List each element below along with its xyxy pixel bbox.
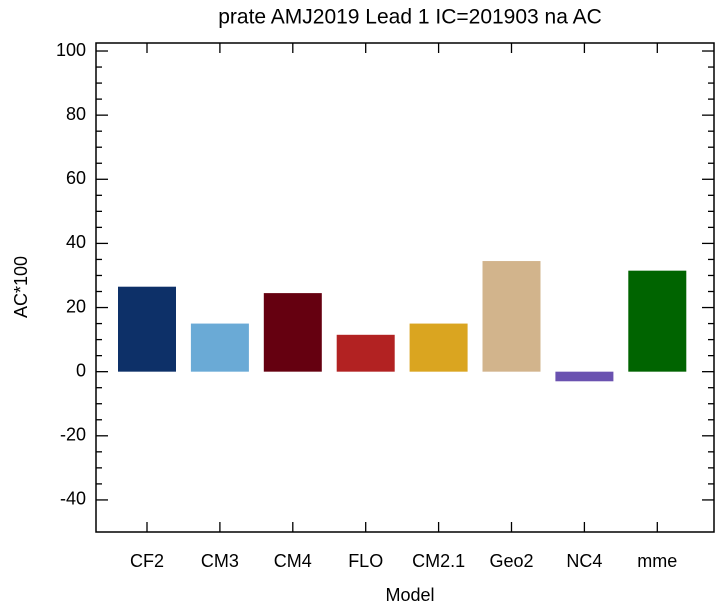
bar	[555, 371, 614, 382]
y-tick-label: 60	[66, 168, 86, 188]
x-tick-label: NC4	[566, 551, 602, 571]
x-tick-label: CM3	[201, 551, 239, 571]
y-tick-label: -20	[60, 425, 86, 445]
y-tick-label: 80	[66, 104, 86, 124]
x-tick-label: CM2.1	[412, 551, 465, 571]
bar	[409, 323, 468, 372]
bar	[118, 286, 176, 372]
x-axis-label: Model	[385, 585, 434, 605]
y-tick-label: 100	[56, 40, 86, 60]
plot-frame	[95, 42, 715, 533]
bar	[482, 261, 541, 372]
x-tick-label: mme	[637, 551, 677, 571]
x-tick-label: FLO	[348, 551, 383, 571]
x-tick-label: CM4	[274, 551, 312, 571]
chart-title: prate AMJ2019 Lead 1 IC=201903 na AC	[218, 6, 602, 29]
y-tick-label: 40	[66, 232, 86, 252]
y-tick-label: -40	[60, 489, 86, 509]
x-tick-label: CF2	[130, 551, 164, 571]
y-axis-label: AC*100	[11, 256, 31, 318]
bar	[628, 270, 687, 372]
bar	[336, 334, 395, 372]
bar	[263, 293, 322, 372]
y-tick-label: 20	[66, 296, 86, 316]
y-tick-label: 0	[76, 360, 86, 380]
x-tick-label: Geo2	[489, 551, 533, 571]
bar	[190, 323, 249, 372]
